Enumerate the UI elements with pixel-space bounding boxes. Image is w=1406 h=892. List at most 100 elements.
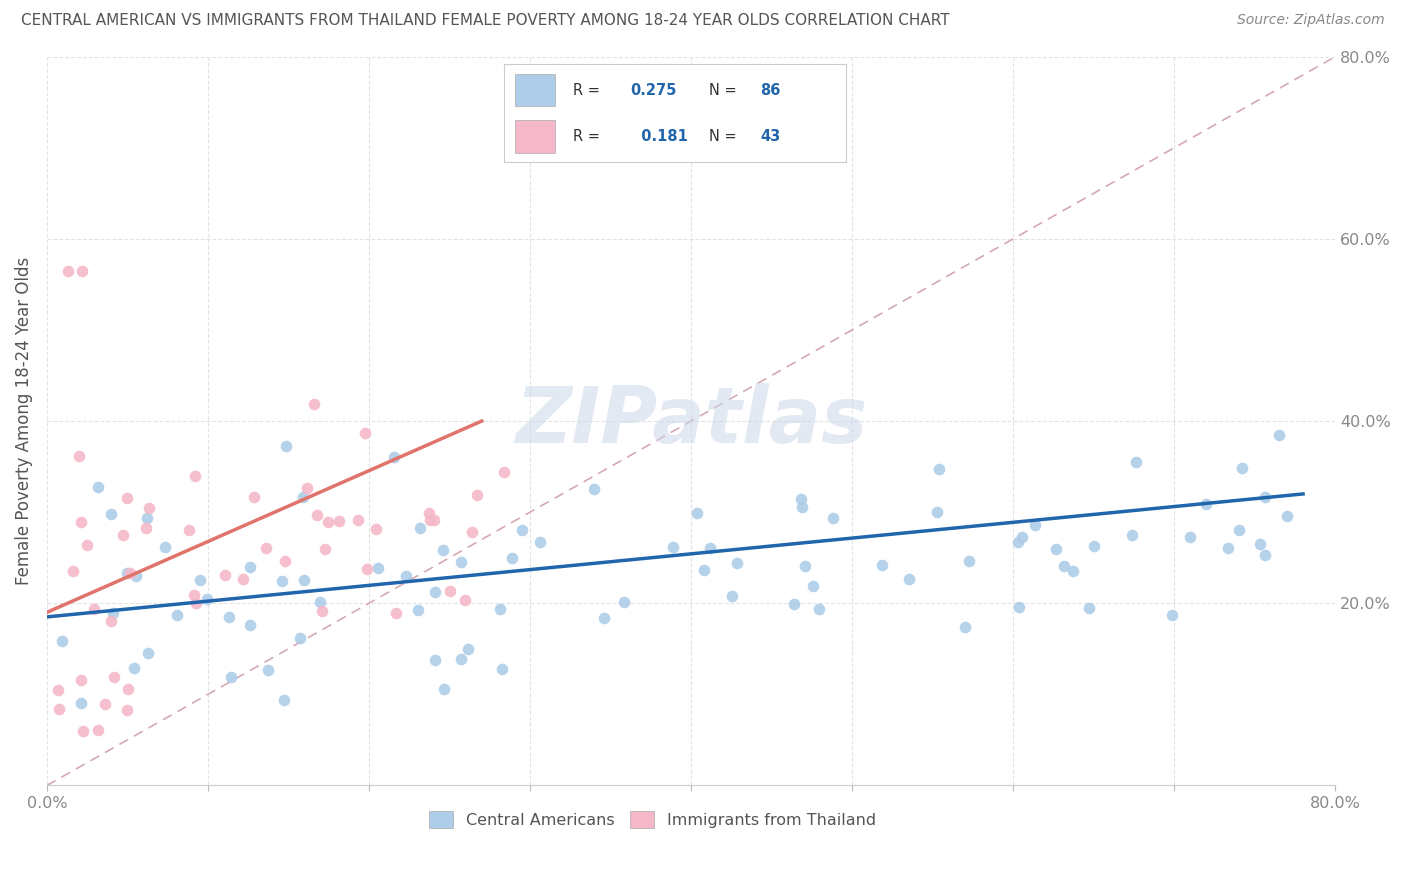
- Point: [62, 564, 84, 578]
- Point: [1275, 509, 1298, 524]
- Point: [423, 585, 446, 599]
- Point: [461, 525, 484, 540]
- Point: [1178, 530, 1201, 544]
- Point: [450, 651, 472, 665]
- Point: [385, 606, 408, 620]
- Point: [457, 641, 479, 656]
- Point: [613, 595, 636, 609]
- Point: [274, 439, 297, 453]
- Point: [394, 568, 416, 582]
- Point: [94, 697, 117, 711]
- Point: [501, 550, 523, 565]
- Point: [433, 681, 456, 696]
- Point: [821, 511, 844, 525]
- Point: [927, 505, 949, 519]
- Point: [354, 426, 377, 441]
- Point: [1045, 542, 1067, 557]
- Point: [307, 508, 329, 522]
- Point: [382, 450, 405, 464]
- Point: [48, 702, 70, 716]
- Text: Source: ZipAtlas.com: Source: ZipAtlas.com: [1237, 13, 1385, 28]
- Point: [1249, 537, 1271, 551]
- Point: [432, 542, 454, 557]
- Text: CENTRAL AMERICAN VS IMMIGRANTS FROM THAILAND FEMALE POVERTY AMONG 18-24 YEAR OLD: CENTRAL AMERICAN VS IMMIGRANTS FROM THAI…: [21, 13, 949, 29]
- Point: [807, 602, 830, 616]
- Point: [76, 538, 98, 552]
- Point: [1125, 455, 1147, 469]
- Point: [1024, 517, 1046, 532]
- Point: [494, 466, 516, 480]
- Point: [72, 264, 94, 278]
- Point: [897, 572, 920, 586]
- Point: [686, 507, 709, 521]
- Point: [408, 521, 430, 535]
- Text: ZIPatlas: ZIPatlas: [515, 383, 868, 459]
- Point: [218, 610, 240, 624]
- Point: [125, 569, 148, 583]
- Point: [256, 664, 278, 678]
- Point: [928, 462, 950, 476]
- Point: [239, 560, 262, 574]
- Point: [292, 573, 315, 587]
- Point: [1078, 601, 1101, 615]
- Point: [186, 596, 208, 610]
- Point: [423, 653, 446, 667]
- Point: [270, 574, 292, 589]
- Point: [465, 488, 488, 502]
- Point: [112, 528, 135, 542]
- Point: [662, 540, 685, 554]
- Point: [135, 521, 157, 535]
- Point: [346, 513, 368, 527]
- Point: [120, 566, 142, 581]
- Point: [794, 558, 817, 573]
- Point: [419, 513, 441, 527]
- Point: [491, 661, 513, 675]
- Point: [439, 583, 461, 598]
- Point: [138, 500, 160, 515]
- Point: [725, 557, 748, 571]
- Point: [239, 617, 262, 632]
- Point: [100, 507, 122, 521]
- Point: [136, 511, 159, 525]
- Point: [56, 264, 79, 278]
- Point: [801, 579, 824, 593]
- Point: [232, 572, 254, 586]
- Point: [273, 554, 295, 568]
- Point: [188, 573, 211, 587]
- Point: [512, 523, 534, 537]
- Point: [291, 491, 314, 505]
- Point: [302, 397, 325, 411]
- Point: [83, 602, 105, 616]
- Point: [366, 521, 388, 535]
- Point: [783, 597, 806, 611]
- Point: [1121, 528, 1143, 542]
- Point: [136, 646, 159, 660]
- Point: [1268, 427, 1291, 442]
- Point: [489, 602, 512, 616]
- Point: [183, 588, 205, 602]
- Point: [288, 631, 311, 645]
- Point: [790, 491, 813, 506]
- Point: [115, 491, 138, 505]
- Point: [72, 723, 94, 738]
- Point: [1053, 559, 1076, 574]
- Point: [1230, 460, 1253, 475]
- Point: [1007, 534, 1029, 549]
- Point: [115, 703, 138, 717]
- Point: [450, 555, 472, 569]
- Point: [356, 562, 378, 576]
- Point: [184, 468, 207, 483]
- Point: [295, 481, 318, 495]
- Point: [1194, 497, 1216, 511]
- Point: [69, 697, 91, 711]
- Point: [311, 604, 333, 618]
- Point: [214, 568, 236, 582]
- Point: [1062, 564, 1084, 578]
- Point: [87, 723, 110, 738]
- Point: [195, 592, 218, 607]
- Point: [219, 670, 242, 684]
- Point: [583, 482, 606, 496]
- Point: [953, 620, 976, 634]
- Point: [1254, 490, 1277, 504]
- Point: [46, 683, 69, 698]
